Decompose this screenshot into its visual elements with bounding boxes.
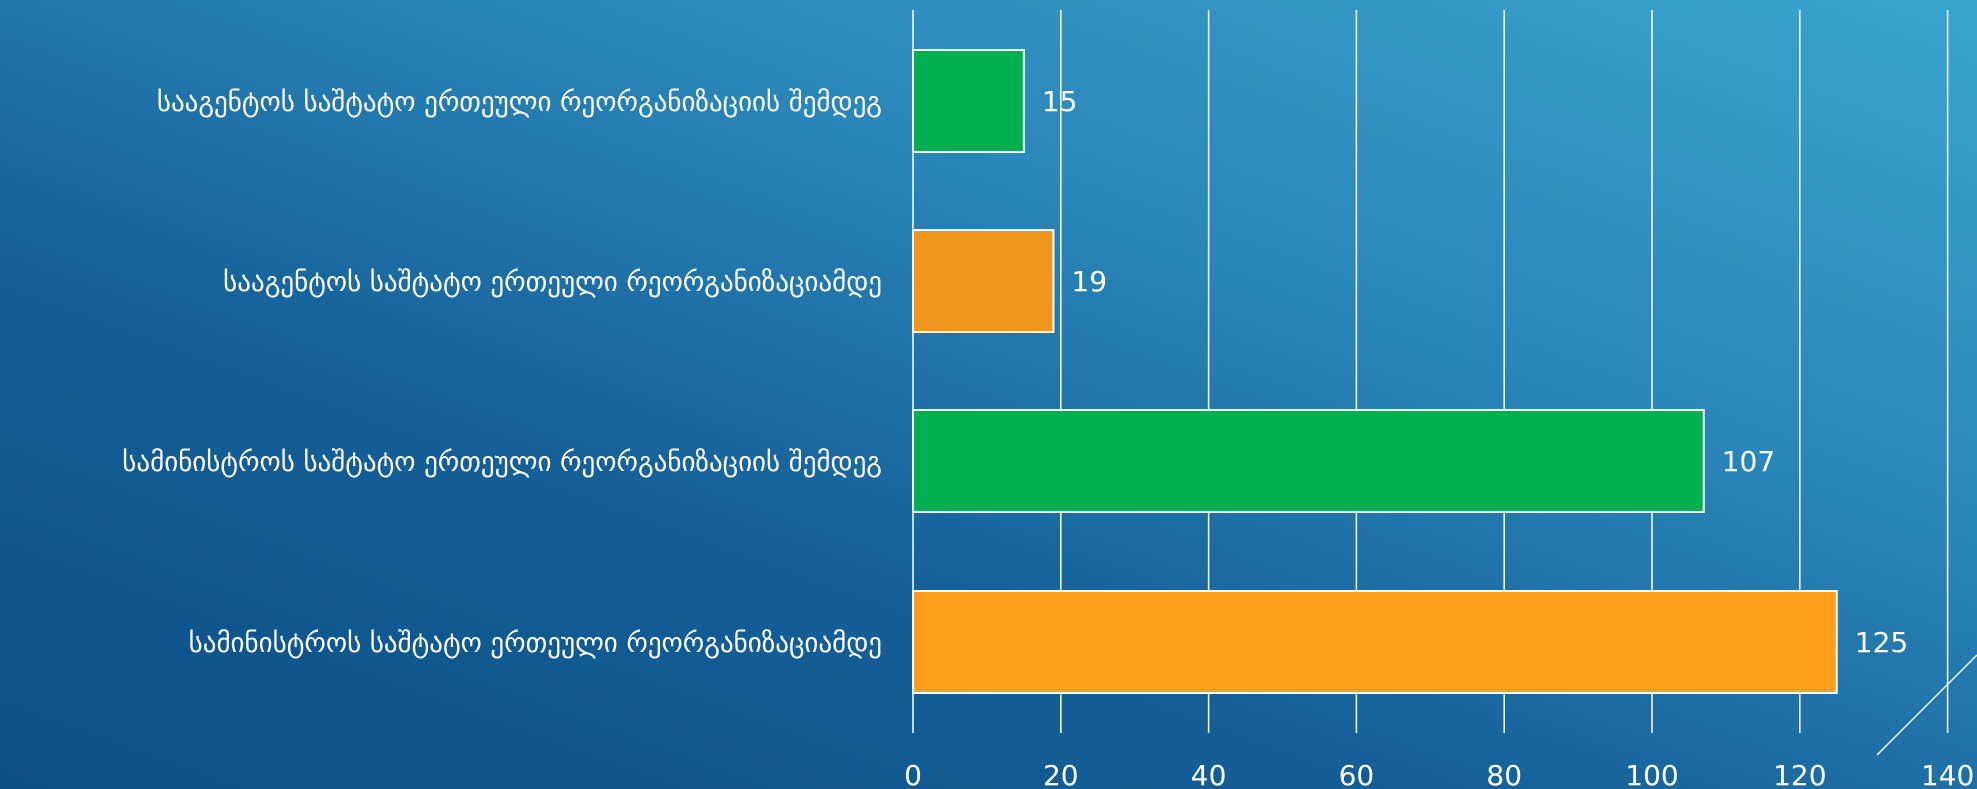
x-tick-label: 140 (1921, 759, 1974, 789)
bar (912, 49, 1025, 153)
category-label: სააგენტოს საშტატო ერთეული რეორგანიზაციამ… (223, 267, 882, 298)
category-labels: სააგენტოს საშტატო ერთეული რეორგანიზაციის… (122, 87, 882, 659)
x-tick-label: 80 (1486, 759, 1522, 789)
data-label: 15 (1042, 85, 1078, 118)
category-label: სააგენტოს საშტატო ერთეული რეორგანიზაციის… (157, 87, 882, 118)
data-label: 19 (1071, 265, 1107, 298)
x-tick-label: 100 (1625, 759, 1678, 789)
x-tick-label: 20 (1043, 759, 1079, 789)
data-label: 125 (1855, 626, 1908, 659)
category-label: სამინისტროს საშტატო ერთეული რეორგანიზაცი… (122, 447, 882, 478)
x-tick-label: 0 (904, 759, 922, 789)
x-tick-label: 40 (1191, 759, 1227, 789)
data-label: 107 (1722, 445, 1775, 478)
decorative-diagonal-line (1876, 654, 1977, 756)
x-axis-ticks: 0 20 40 60 80 100 120 140 (904, 759, 1974, 789)
gridlines (912, 10, 1949, 733)
x-tick-label: 120 (1773, 759, 1826, 789)
bar (912, 409, 1705, 513)
data-labels: 15 19 107 125 (1042, 85, 1908, 659)
bar (912, 229, 1055, 333)
x-tick-label: 60 (1339, 759, 1375, 789)
bars (912, 49, 1838, 694)
bar (912, 590, 1838, 694)
category-label: სამინისტროს საშტატო ერთეული რეორგანიზაცი… (189, 628, 882, 659)
